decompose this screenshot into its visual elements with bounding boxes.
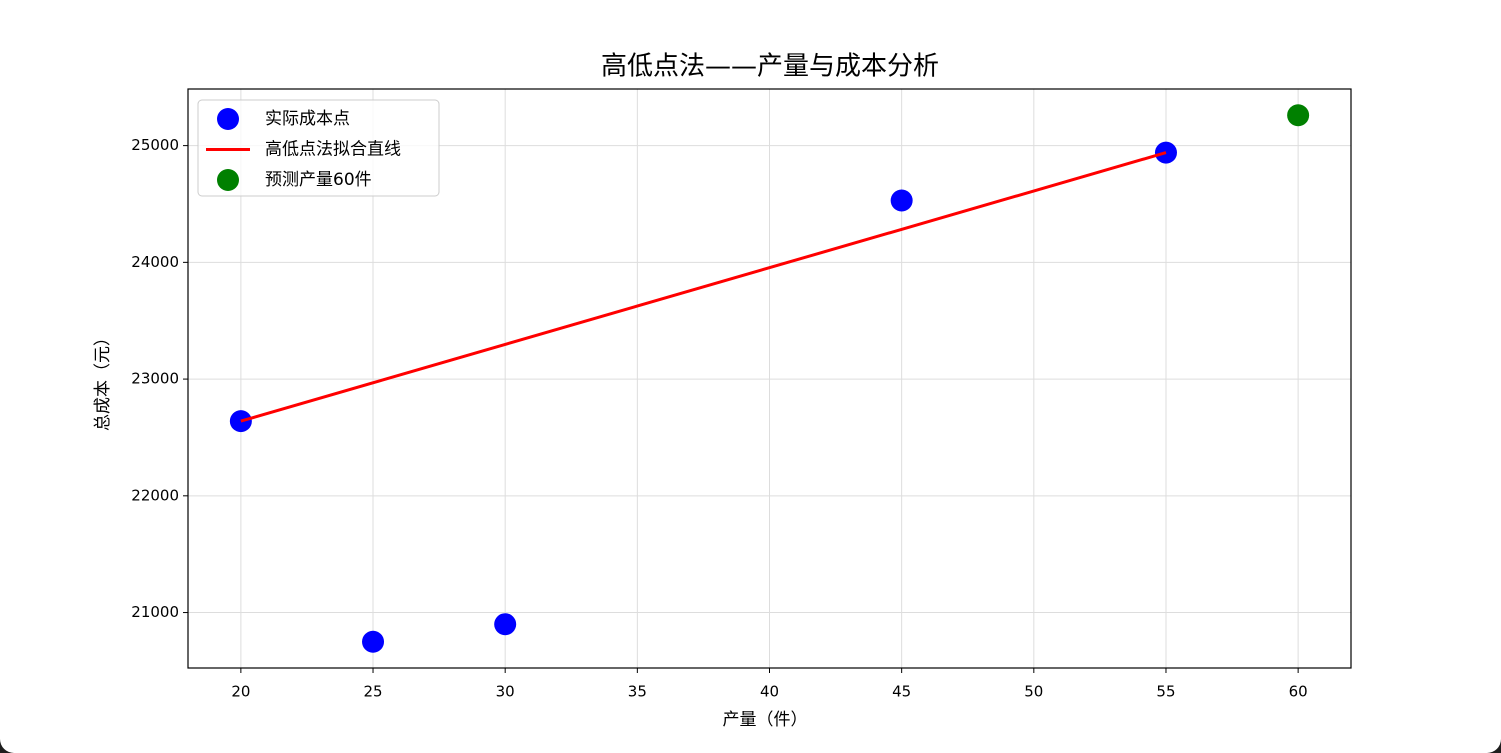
fit-line	[240, 151, 1167, 423]
point	[362, 630, 385, 653]
y-axis-label: 总成本（元）	[93, 329, 113, 431]
x-tick-label: 60	[1289, 683, 1308, 701]
x-tick-label: 20	[231, 683, 250, 701]
y-tick-label: 23000	[131, 370, 179, 388]
x-axis-label: 产量（件）	[723, 710, 808, 730]
x-tick-label: 45	[892, 683, 911, 701]
point	[494, 613, 517, 636]
x-tick-label: 55	[1156, 683, 1175, 701]
plot-frame	[187, 88, 1352, 669]
legend-swatch	[217, 108, 239, 130]
x-tick-label: 50	[1024, 683, 1043, 701]
legend-label: 预测产量60件	[265, 170, 372, 190]
legend-label: 高低点法拟合直线	[265, 140, 401, 160]
x-tick-label: 35	[628, 683, 647, 701]
y-tick-label: 25000	[131, 136, 179, 154]
y-tick-label: 21000	[131, 603, 179, 621]
chart-title: 高低点法——产量与成本分析	[601, 52, 939, 82]
x-tick-label: 40	[760, 683, 779, 701]
point	[1287, 104, 1310, 127]
point	[890, 189, 913, 212]
legend-swatch	[217, 169, 239, 191]
y-tick-label: 24000	[131, 253, 179, 271]
legend-label: 实际成本点	[265, 109, 350, 129]
y-tick-label: 22000	[131, 486, 179, 504]
x-tick-label: 25	[363, 683, 382, 701]
x-tick-label: 30	[496, 683, 515, 701]
legend-box	[197, 99, 440, 197]
